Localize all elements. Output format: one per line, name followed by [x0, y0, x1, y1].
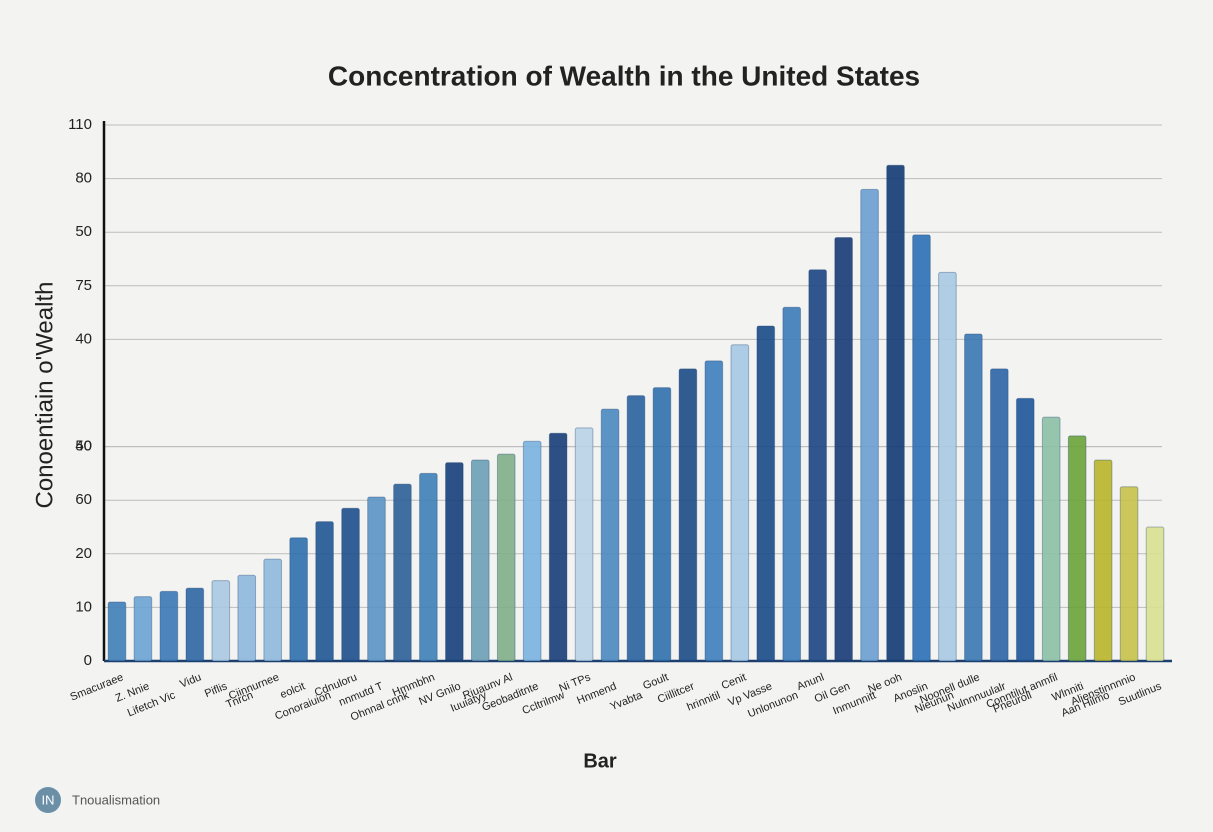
bar — [989, 368, 1009, 662]
logo-text: IN — [42, 792, 55, 807]
bar — [185, 587, 205, 662]
y-tick-label: 20 — [75, 545, 92, 562]
y-tick-label: 50 — [75, 438, 92, 455]
bar — [367, 496, 386, 662]
bar — [1041, 416, 1061, 662]
bar — [808, 269, 827, 662]
bar — [860, 188, 879, 662]
bar — [834, 237, 853, 662]
bar — [133, 596, 153, 662]
bar — [289, 537, 308, 662]
bar — [159, 590, 179, 662]
bar — [626, 395, 646, 662]
y-tick-label: 0 — [84, 652, 92, 669]
bar — [263, 558, 283, 662]
bar — [964, 333, 983, 662]
bar — [548, 432, 568, 662]
bar — [393, 483, 412, 662]
y-tick-label: 40 — [75, 438, 92, 455]
y-tick-label: 50 — [75, 223, 92, 240]
bar — [470, 459, 490, 662]
y-tick-label: 40 — [75, 330, 92, 347]
bar — [496, 453, 516, 662]
bar — [600, 408, 620, 662]
y-tick-label: 75 — [75, 277, 92, 294]
brand-text: Tnoualismation — [72, 792, 160, 807]
bar — [445, 462, 464, 662]
bar — [652, 387, 672, 662]
bar — [1119, 486, 1139, 662]
bar — [912, 234, 931, 662]
bar — [237, 574, 257, 662]
bar — [1145, 526, 1165, 662]
bar — [782, 306, 802, 662]
bar — [1067, 435, 1087, 662]
y-tick-label: 110 — [68, 116, 92, 133]
bar — [522, 440, 542, 662]
bar — [1093, 459, 1113, 662]
bar — [574, 427, 594, 662]
y-tick-label: 60 — [75, 491, 92, 508]
bar — [704, 360, 724, 662]
y-tick-label: 80 — [75, 170, 92, 187]
chart-title: Concentration of Wealth in the United St… — [328, 60, 920, 91]
bar — [419, 472, 438, 662]
bar — [730, 344, 750, 662]
logo-badge — [35, 787, 61, 813]
bar — [886, 164, 905, 662]
bar — [1015, 397, 1035, 662]
bar — [211, 580, 231, 662]
bar — [315, 521, 334, 662]
y-tick-label: 10 — [75, 598, 92, 615]
x-axis-title: Bar — [583, 750, 617, 772]
bar — [678, 368, 698, 662]
bar — [107, 601, 127, 662]
bar — [938, 271, 957, 662]
y-axis-title: Conoentiain o'Wealth — [31, 282, 58, 509]
bar — [756, 325, 776, 662]
bar — [341, 507, 360, 662]
